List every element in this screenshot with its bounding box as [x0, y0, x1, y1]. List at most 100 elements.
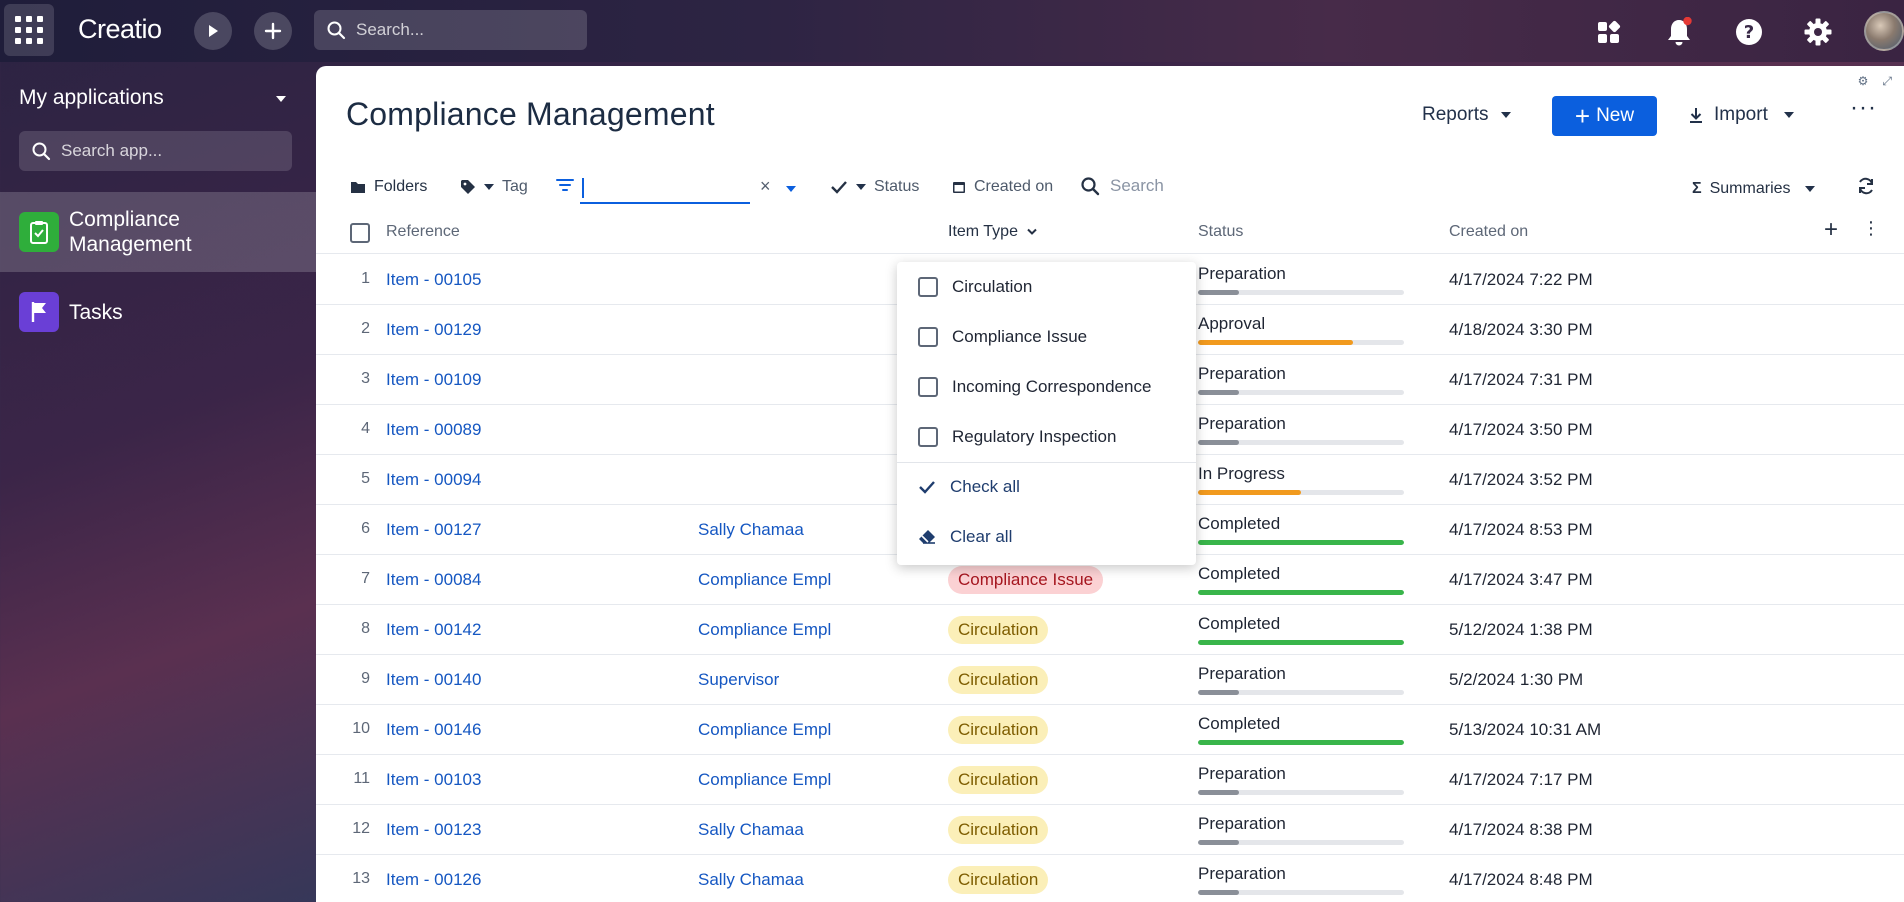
column-reference[interactable]: Reference [386, 223, 460, 240]
table-row[interactable]: 9 Item - 00140 Supervisor Circulation Prepar… [316, 655, 1904, 705]
status-text: Preparation [1198, 664, 1286, 683]
folder-icon [351, 182, 365, 193]
item-type-badge: Compliance Issue [948, 566, 1104, 594]
reference-link[interactable]: Item - 00084 [386, 570, 482, 589]
tag-label: Tag [502, 178, 528, 195]
reference-link[interactable]: Item - 00140 [386, 670, 482, 689]
owner-link[interactable]: Sally Chamaa [698, 870, 804, 889]
expand-icon[interactable]: ⤢ [1882, 74, 1892, 88]
status-text: Completed [1198, 514, 1281, 533]
owner-link[interactable]: Compliance Empl [698, 570, 832, 589]
column-item-type[interactable]: Item Type [948, 223, 1038, 241]
settings-button[interactable] [1800, 14, 1836, 50]
row-number: 2 [361, 320, 370, 337]
dashboard-button[interactable] [1591, 14, 1627, 50]
option-circulation[interactable]: Circulation [918, 277, 1032, 297]
plus-icon [264, 22, 282, 40]
global-search-input[interactable]: Search... [314, 10, 587, 50]
select-all-checkbox[interactable] [350, 223, 370, 243]
help-button[interactable]: ? [1731, 14, 1767, 50]
item-type-filter-icon-wrap[interactable] [556, 178, 574, 192]
owner-link[interactable]: Compliance Empl [698, 620, 832, 639]
owner-link[interactable]: Compliance Empl [698, 770, 832, 789]
chevron-down-icon [1804, 186, 1815, 192]
column-menu-icon[interactable]: ⋮ [1862, 218, 1880, 238]
created-on-value: 4/17/2024 8:48 PM [1449, 870, 1593, 889]
quick-add-button[interactable] [254, 12, 292, 50]
top-bar: Creatio Search... ? [0, 0, 1904, 62]
item-type-filter-input[interactable] [580, 172, 750, 204]
reports-label: Reports [1422, 104, 1489, 125]
user-avatar[interactable] [1864, 11, 1904, 51]
option-compliance-issue[interactable]: Compliance Issue [918, 327, 1087, 347]
chevron-down-icon[interactable] [786, 186, 796, 192]
table-row[interactable]: 7 Item - 00084 Compliance Empl Compliance I… [316, 555, 1904, 605]
table-row[interactable]: 11 Item - 00103 Compliance Empl Circulation… [316, 755, 1904, 805]
owner-link[interactable]: Sally Chamaa [698, 520, 804, 539]
clear-filter-icon[interactable]: × [760, 176, 771, 196]
new-button[interactable]: + New [1552, 96, 1657, 136]
import-button[interactable]: Import [1688, 104, 1794, 126]
reference-link[interactable]: Item - 00103 [386, 770, 482, 789]
status-text: Completed [1198, 614, 1281, 633]
table-row[interactable]: 13 Item - 00126 Sally Chamaa Circulation Pre… [316, 855, 1904, 902]
list-search-input[interactable]: Search [1080, 176, 1164, 196]
check-all-label: Check all [950, 477, 1020, 496]
clipboard-icon [19, 212, 59, 252]
summaries-button[interactable]: Σ Summaries [1692, 180, 1815, 198]
more-actions-button[interactable]: ··· [1850, 94, 1877, 121]
checkbox[interactable] [918, 277, 938, 297]
reference-link[interactable]: Item - 00127 [386, 520, 482, 539]
created-on-filter[interactable]: Created on [952, 178, 1053, 196]
sidebar-item-compliance-management[interactable]: Compliance Management [0, 192, 316, 272]
owner-link[interactable]: Sally Chamaa [698, 820, 804, 839]
refresh-button[interactable] [1856, 176, 1876, 201]
row-number: 7 [361, 570, 370, 587]
notifications-button[interactable] [1661, 14, 1697, 50]
sidebar-item-label: Compliance Management [69, 208, 192, 256]
app-search-input[interactable]: Search app... [19, 131, 292, 171]
reference-link[interactable]: Item - 00123 [386, 820, 482, 839]
play-icon [209, 25, 218, 37]
reference-link[interactable]: Item - 00094 [386, 470, 482, 489]
status-progress-bar [1198, 890, 1404, 895]
owner-link[interactable]: Supervisor [698, 670, 780, 689]
reference-link[interactable]: Item - 00089 [386, 420, 482, 439]
checkbox[interactable] [918, 327, 938, 347]
folders-filter[interactable]: Folders [350, 178, 427, 196]
table-row[interactable]: 12 Item - 00123 Sally Chamaa Circulation Pre… [316, 805, 1904, 855]
reference-link[interactable]: Item - 00142 [386, 620, 482, 639]
checkbox[interactable] [918, 377, 938, 397]
column-status[interactable]: Status [1198, 223, 1244, 240]
clear-all-button[interactable]: Clear all [918, 527, 1012, 547]
reference-link[interactable]: Item - 00105 [386, 270, 482, 289]
reference-link[interactable]: Item - 00146 [386, 720, 482, 739]
filter-bar: Folders Tag × Status Created on Search Σ [316, 166, 1904, 210]
run-process-button[interactable] [194, 12, 232, 50]
chevron-down-icon [484, 184, 494, 190]
table-row[interactable]: 10 Item - 00146 Compliance Empl Circulation… [316, 705, 1904, 755]
created-on-value: 4/18/2024 3:30 PM [1449, 320, 1593, 339]
status-filter[interactable]: Status [830, 178, 919, 196]
status-text: Completed [1198, 714, 1281, 733]
app-launcher-button[interactable] [4, 4, 54, 56]
owner-link[interactable]: Compliance Empl [698, 720, 832, 739]
reference-link[interactable]: Item - 00109 [386, 370, 482, 389]
check-all-button[interactable]: Check all [918, 477, 1020, 497]
option-regulatory-inspection[interactable]: Regulatory Inspection [918, 427, 1116, 447]
sidebar-item-tasks[interactable]: Tasks [0, 286, 316, 338]
gear-icon[interactable]: ⚙ [1857, 74, 1869, 88]
tag-filter[interactable]: Tag [460, 178, 528, 196]
add-column-icon[interactable]: + [1824, 216, 1839, 243]
column-created-on[interactable]: Created on [1449, 223, 1529, 240]
table-row[interactable]: 8 Item - 00142 Compliance Empl Circulation C… [316, 605, 1904, 655]
created-on-value: 4/17/2024 3:50 PM [1449, 420, 1593, 439]
reference-link[interactable]: Item - 00126 [386, 870, 482, 889]
list-search-placeholder: Search [1110, 176, 1164, 195]
chevron-down-icon[interactable] [276, 96, 286, 102]
my-applications-title[interactable]: My applications [19, 86, 164, 109]
reports-button[interactable]: Reports [1422, 104, 1511, 126]
reference-link[interactable]: Item - 00129 [386, 320, 482, 339]
option-incoming-correspondence[interactable]: Incoming Correspondence [918, 377, 1151, 397]
checkbox[interactable] [918, 427, 938, 447]
